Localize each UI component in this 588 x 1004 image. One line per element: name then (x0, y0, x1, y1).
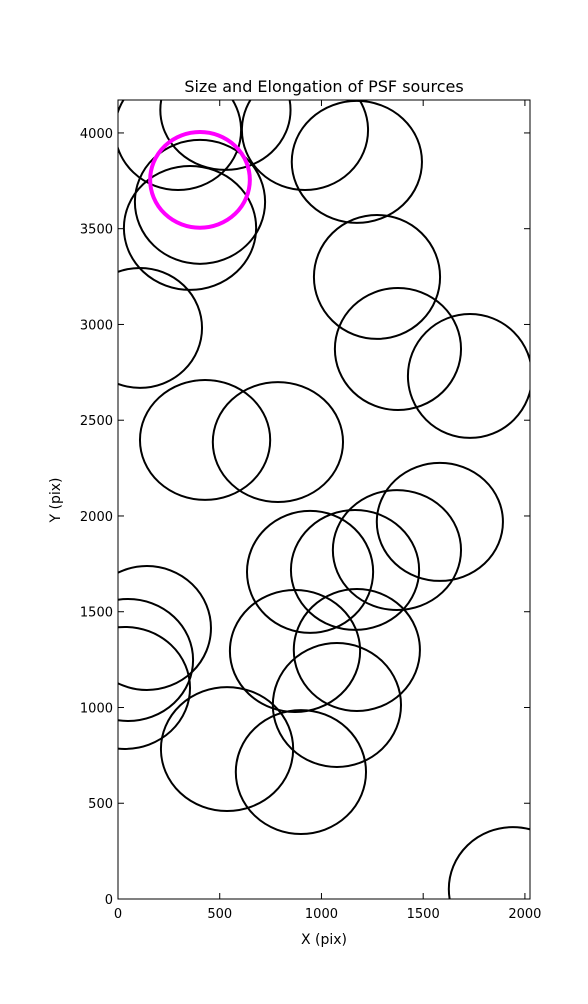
psf-ellipse (331, 489, 463, 612)
y-tick-label: 1000 (80, 701, 113, 716)
y-tick-label: 4000 (80, 127, 113, 142)
y-tick-label: 2500 (80, 414, 113, 429)
psf-ellipse (159, 100, 292, 171)
y-tick-label: 3500 (80, 223, 113, 238)
psf-ellipse (292, 588, 421, 713)
psf-ellipse (118, 266, 204, 389)
x-tick-label: 0 (114, 907, 122, 922)
psf-ellipse (312, 214, 442, 340)
psf-ellipse (333, 286, 463, 411)
x-axis-label: X (pix) (301, 932, 347, 948)
chart-title: Size and Elongation of PSF sources (184, 77, 463, 96)
psf-ellipse (148, 129, 252, 230)
psf-ellipse (133, 138, 267, 265)
y-axis-label: Y (pix) (48, 478, 64, 524)
psf-ellipse (118, 565, 212, 691)
psf-ellipse (290, 100, 423, 224)
plot-frame (117, 99, 531, 900)
x-tick-label: 500 (207, 907, 232, 922)
psf-ellipse (234, 709, 368, 835)
psf-ellipse (118, 598, 195, 722)
plot-area (118, 100, 530, 899)
x-tick-label: 2000 (508, 907, 541, 922)
psf-ellipse (406, 313, 530, 439)
psf-ellipse (118, 625, 192, 750)
psf-ellipse (240, 100, 370, 191)
y-tick-label: 0 (105, 893, 113, 908)
x-tick-label: 1500 (407, 907, 440, 922)
y-tick-label: 3000 (80, 318, 113, 333)
psf-ellipse (245, 509, 375, 634)
psf-ellipse (447, 826, 530, 899)
psf-ellipse (228, 588, 362, 713)
x-tick-label: 1000 (305, 907, 338, 922)
psf-ellipse (138, 378, 272, 501)
psf-ellipse (375, 461, 504, 582)
psf-ellipse (211, 381, 345, 503)
psf-ellipse (289, 509, 421, 631)
psf-ellipse (122, 164, 258, 291)
psf-ellipse (159, 686, 295, 812)
y-tick-label: 1500 (80, 606, 113, 621)
y-tick-label: 2000 (80, 510, 113, 525)
y-tick-label: 500 (88, 797, 113, 812)
